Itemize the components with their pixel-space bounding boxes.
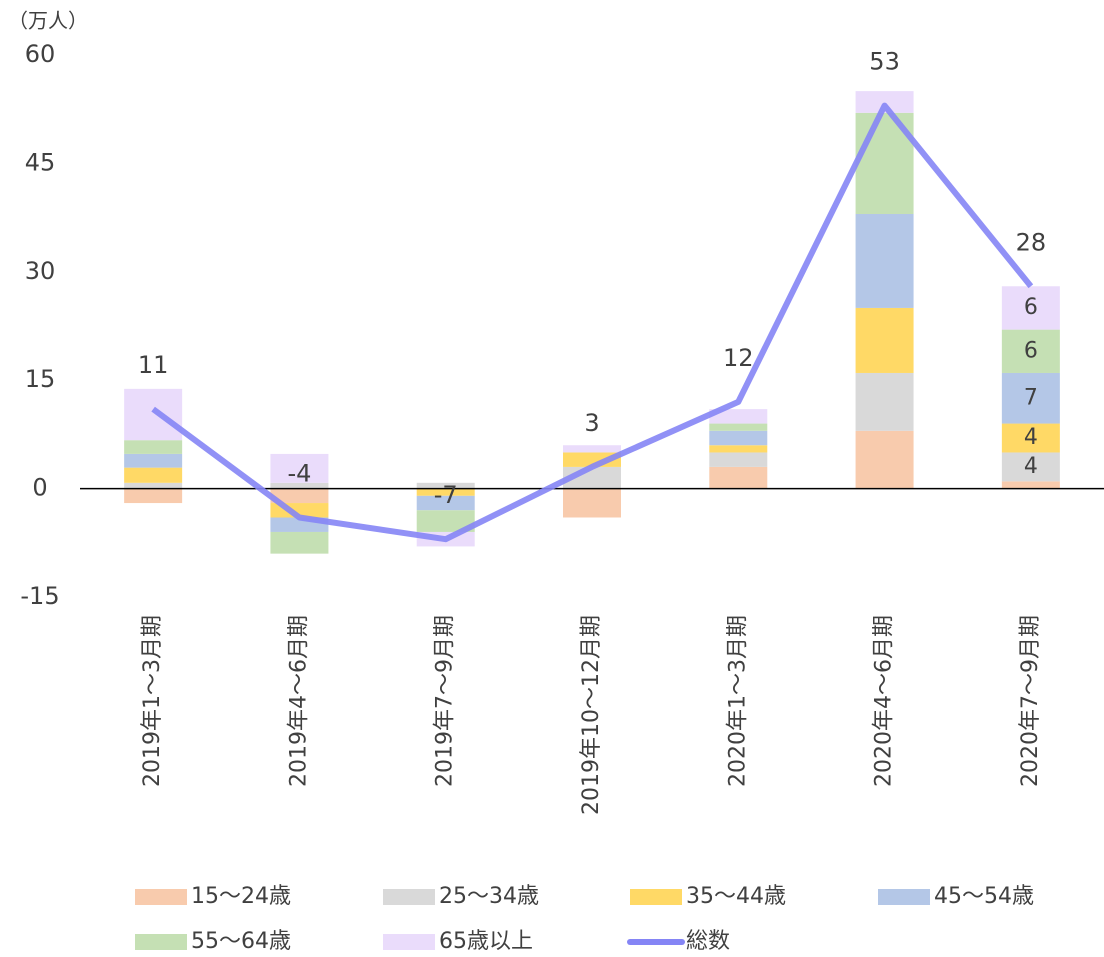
legend-label: 65歳以上 [439, 929, 533, 953]
bar-segment [416, 495, 475, 511]
bar-segment [855, 213, 914, 308]
data-label: -4 [287, 460, 311, 488]
bar-segment [124, 453, 183, 468]
y-tick-label: 60 [25, 40, 56, 68]
bar-segment [709, 466, 768, 489]
legend-label: 55～64歳 [191, 929, 291, 953]
legend-label: 総数 [686, 929, 730, 953]
bar-segment [124, 467, 183, 483]
segment-label: 6 [1024, 295, 1038, 320]
unit-label: （万人） [8, 9, 88, 33]
bar-segment [709, 430, 768, 446]
bar-segment [124, 488, 183, 504]
bar-segment [1001, 423, 1060, 453]
bar-segment [416, 488, 475, 496]
x-tick-label: 2019年4～6月期 [286, 615, 311, 787]
y-tick-label: 45 [25, 148, 56, 176]
bar-segment [416, 482, 475, 489]
legend-label: 15～24歳 [191, 884, 291, 909]
y-tick-label: 15 [25, 365, 56, 393]
legend-swatch [135, 889, 187, 905]
bar-segment [1001, 372, 1060, 424]
bar-segment [709, 409, 768, 424]
bar-segment [709, 423, 768, 431]
bar-segment [563, 488, 621, 518]
y-tick-label: 30 [25, 257, 56, 285]
legend-swatch [135, 934, 187, 950]
bar-segment [855, 430, 914, 489]
x-tick-label: 2020年1～3月期 [725, 615, 750, 787]
bar-segment [1001, 286, 1060, 330]
x-tick-label: 2020年7～9月期 [1018, 615, 1043, 787]
bar-segment [270, 488, 329, 504]
segment-label: 4 [1024, 454, 1038, 479]
bar-segment [124, 440, 183, 454]
total-line [151, 102, 1034, 543]
bar-segment [855, 372, 914, 431]
legend-label: 25～34歳 [439, 884, 539, 909]
data-label: 3 [584, 409, 599, 437]
segment-label: 6 [1024, 338, 1038, 363]
bar-segment [709, 445, 768, 453]
legend-swatch [383, 889, 435, 905]
y-tick-label: -15 [20, 582, 59, 610]
segment-label: 4 [1024, 425, 1038, 450]
legend-label: 35～44歳 [686, 884, 786, 909]
bar-segment [855, 91, 914, 113]
bar-segment [124, 482, 183, 489]
data-label: 28 [1016, 228, 1047, 256]
data-label: 11 [138, 351, 169, 379]
bar-segment [1001, 452, 1060, 482]
bar-segment [124, 388, 183, 441]
bar-segment [270, 482, 329, 489]
x-tick-label: 2020年4～6月期 [872, 615, 897, 787]
data-label: -7 [434, 481, 458, 509]
bar-segment [270, 531, 329, 554]
data-label: 12 [723, 344, 754, 372]
x-tick-label: 2019年10～12月期 [579, 615, 604, 815]
bar-segment [709, 452, 768, 467]
segment-label: 7 [1024, 385, 1038, 410]
bar-segment [270, 453, 329, 483]
data-label: 53 [869, 48, 900, 76]
legend-swatch [878, 889, 930, 905]
legend-swatch [630, 889, 682, 905]
legend-label: 45～54歳 [934, 884, 1034, 909]
bar-segment [855, 307, 914, 373]
bar-segment [563, 445, 621, 453]
bar-segment [1001, 329, 1060, 373]
bar-segment [1001, 481, 1060, 489]
bar-segment [416, 510, 475, 532]
legend-swatch [383, 934, 435, 950]
x-tick-label: 2019年1～3月期 [140, 615, 165, 787]
y-tick-label: 0 [32, 474, 47, 502]
x-tick-label: 2019年7～9月期 [433, 615, 458, 787]
